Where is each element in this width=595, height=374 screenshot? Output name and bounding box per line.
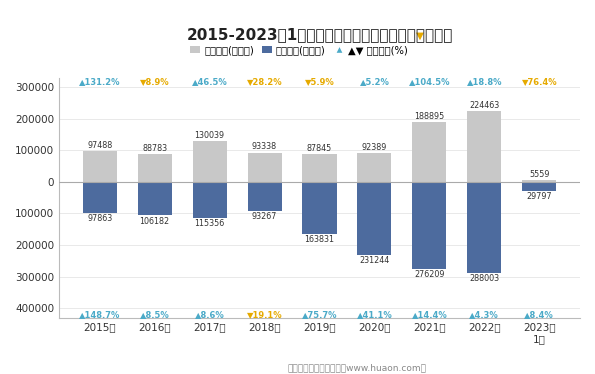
Text: ▼5.9%: ▼5.9% (305, 77, 334, 86)
Bar (137, 182, 172, 215)
Bar (137, 154, 172, 182)
Text: 288003: 288003 (469, 274, 499, 283)
Text: 93267: 93267 (252, 212, 277, 221)
Text: 88783: 88783 (142, 144, 167, 153)
Title: 2015-2023年1月广州白云机场综合保税区进、出口额: 2015-2023年1月广州白云机场综合保税区进、出口额 (186, 27, 453, 42)
Text: ▲4.3%: ▲4.3% (469, 310, 499, 319)
Text: 制图：华经产业研究院（www.huaon.com）: 制图：华经产业研究院（www.huaon.com） (287, 363, 427, 372)
Bar (358, 153, 392, 182)
Text: 29797: 29797 (527, 193, 552, 202)
Bar (412, 122, 446, 182)
Bar (522, 182, 556, 191)
Text: 106182: 106182 (140, 217, 170, 226)
Text: 87845: 87845 (307, 144, 332, 153)
Bar (248, 153, 281, 182)
Text: ▲131.2%: ▲131.2% (79, 77, 120, 86)
Text: 163831: 163831 (305, 235, 334, 244)
Text: 276209: 276209 (414, 270, 444, 279)
Text: ▲46.5%: ▲46.5% (192, 77, 227, 86)
Text: ▲8.4%: ▲8.4% (524, 310, 554, 319)
Text: 115356: 115356 (195, 220, 225, 229)
Bar (83, 182, 117, 213)
Text: 224463: 224463 (469, 101, 499, 110)
Bar (358, 182, 392, 255)
Text: 97488: 97488 (87, 141, 112, 150)
Bar (302, 154, 337, 182)
Text: 231244: 231244 (359, 256, 390, 265)
Text: ▲18.8%: ▲18.8% (466, 77, 502, 86)
Text: ▼76.4%: ▼76.4% (521, 77, 557, 86)
Text: 130039: 130039 (195, 131, 225, 140)
Text: ▲148.7%: ▲148.7% (79, 310, 120, 319)
Text: ▼8.9%: ▼8.9% (140, 77, 170, 86)
Bar (302, 182, 337, 234)
Text: ▲75.7%: ▲75.7% (302, 310, 337, 319)
Text: ▼28.2%: ▼28.2% (247, 77, 283, 86)
Text: 97863: 97863 (87, 214, 112, 223)
Text: ▲41.1%: ▲41.1% (356, 310, 392, 319)
Legend: 出口总额(万美元), 进口总额(万美元), ▲▼ 同比增速(%): 出口总额(万美元), 进口总额(万美元), ▲▼ 同比增速(%) (186, 41, 411, 59)
Text: ▲104.5%: ▲104.5% (409, 77, 450, 86)
Text: ▲14.4%: ▲14.4% (412, 310, 447, 319)
Text: 92389: 92389 (362, 143, 387, 152)
Text: 5559: 5559 (529, 170, 550, 179)
Bar (248, 182, 281, 211)
Bar (83, 151, 117, 182)
Bar (522, 180, 556, 182)
Text: ▼19.1%: ▼19.1% (247, 310, 283, 319)
Bar (412, 182, 446, 269)
Text: ▲8.6%: ▲8.6% (195, 310, 224, 319)
Bar (467, 111, 502, 182)
Text: 188895: 188895 (414, 112, 444, 121)
Text: ▲5.2%: ▲5.2% (359, 77, 389, 86)
Text: ▼: ▼ (416, 31, 424, 41)
Bar (193, 141, 227, 182)
Text: 93338: 93338 (252, 142, 277, 151)
Text: ▲8.5%: ▲8.5% (140, 310, 170, 319)
Bar (193, 182, 227, 218)
Bar (467, 182, 502, 273)
